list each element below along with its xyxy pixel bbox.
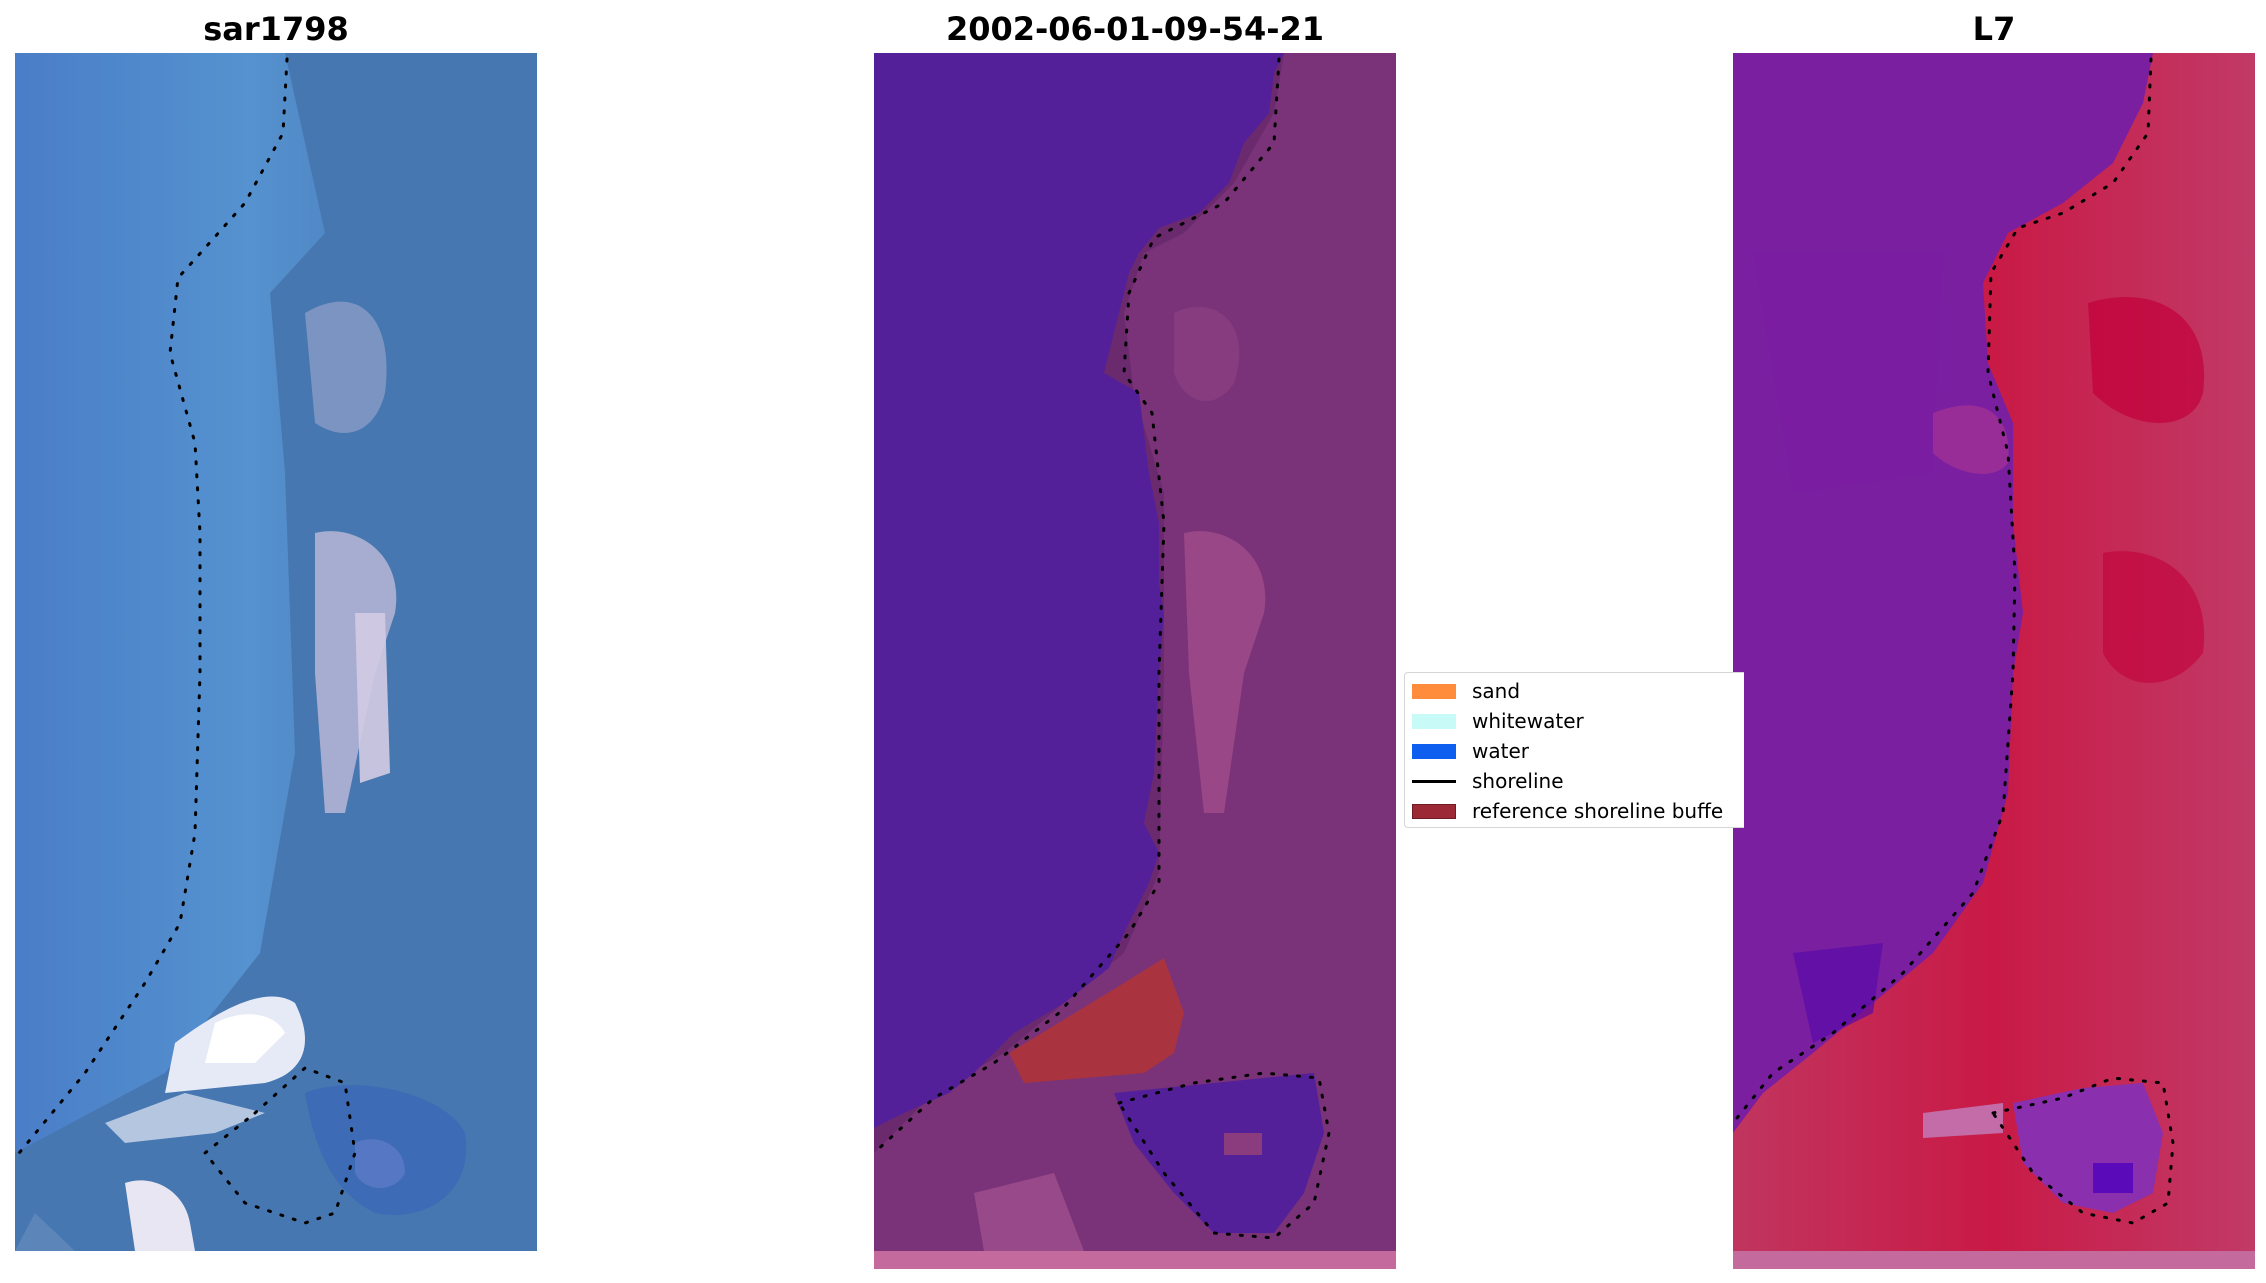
- panel-title-classified: 2002-06-01-09-54-21: [945, 10, 1325, 48]
- panel-title-rgb: sar1798: [203, 10, 349, 48]
- water-swatch: [1412, 743, 1456, 759]
- legend-item-whitewater: whitewater: [1412, 708, 1584, 734]
- whitewater-swatch: [1412, 713, 1456, 729]
- panel-title-index: L7: [1972, 10, 2016, 48]
- shoreline-line-swatch: [1412, 779, 1456, 783]
- legend-label: shoreline: [1472, 769, 1564, 793]
- sand-swatch: [1412, 683, 1456, 699]
- rgb-satellite-image: [15, 53, 537, 1251]
- legend-label: whitewater: [1472, 709, 1584, 733]
- reference-buffer-swatch: [1412, 803, 1456, 819]
- legend-item-sand: sand: [1412, 678, 1520, 704]
- legend: sand whitewater water shoreline referenc…: [1404, 672, 1744, 828]
- legend-label: sand: [1472, 679, 1521, 703]
- classified-image: [874, 53, 1396, 1251]
- legend-item-shoreline: shoreline: [1412, 768, 1564, 794]
- classified-image-bottom-strip: [874, 1251, 1396, 1269]
- index-image-bottom-strip: [1733, 1251, 2255, 1269]
- index-image: [1733, 53, 2255, 1251]
- legend-item-water: water: [1412, 738, 1529, 764]
- legend-label: reference shoreline buffe: [1472, 799, 1724, 823]
- legend-item-reference-buffer: reference shoreline buffe: [1412, 798, 1723, 824]
- legend-label: water: [1472, 739, 1529, 763]
